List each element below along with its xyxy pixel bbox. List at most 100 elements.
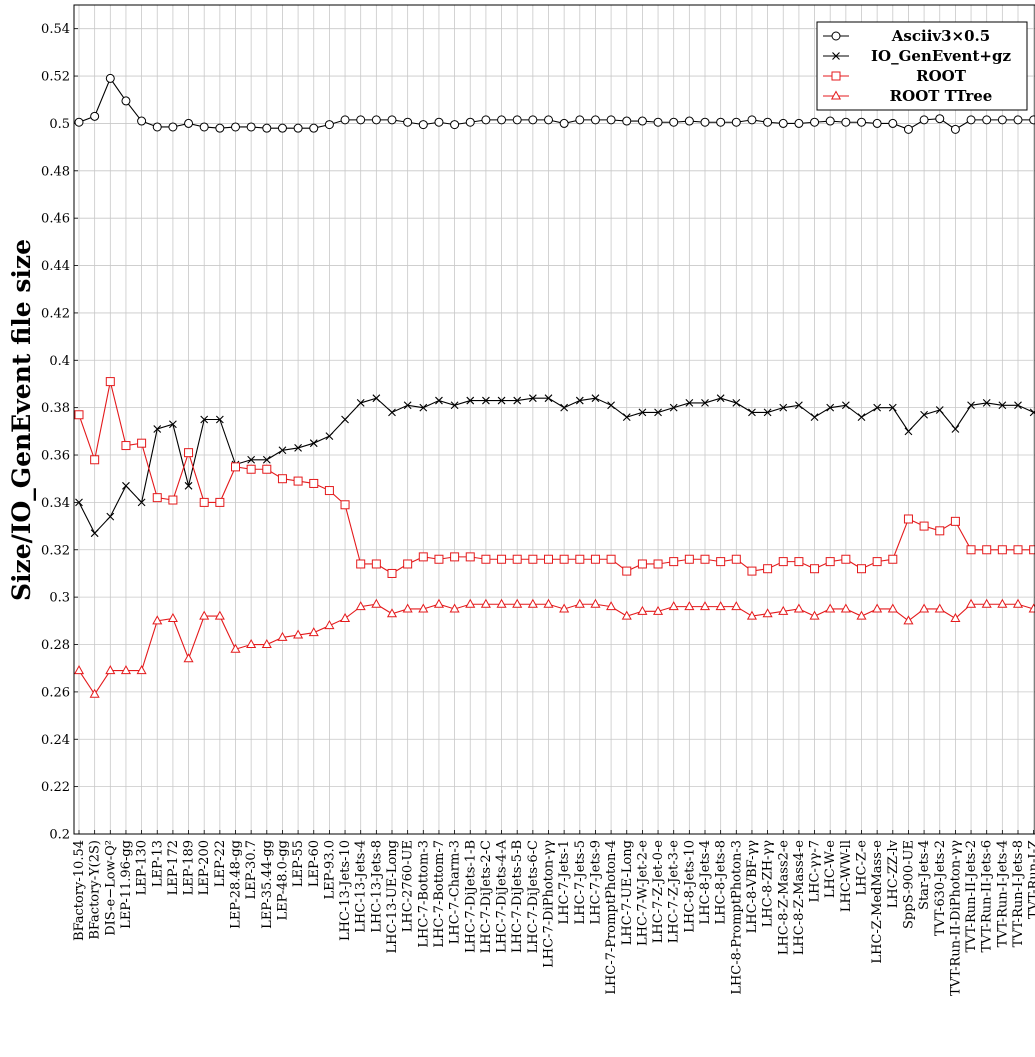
legend-label: IO_GenEvent+gz — [871, 47, 1011, 65]
data-point — [652, 605, 664, 615]
data-point — [308, 627, 319, 637]
x-tick-label: LHC-7-Z-Jet-0-e — [651, 840, 666, 944]
series-2 — [74, 377, 1035, 578]
data-point — [700, 554, 710, 564]
data-point — [465, 598, 476, 608]
x-tick-label: TVT-Run-II-Jets-6 — [980, 840, 995, 953]
data-point — [778, 605, 789, 615]
data-point — [669, 557, 679, 567]
series-0 — [74, 73, 1035, 134]
data-point — [372, 394, 381, 403]
y-axis-label: Size/IO_GenEvent file size — [7, 239, 36, 601]
data-point — [825, 603, 836, 613]
data-point — [965, 598, 977, 608]
data-point — [684, 116, 694, 126]
data-point — [324, 620, 335, 630]
data-point — [466, 396, 475, 405]
data-point — [388, 408, 396, 417]
data-point — [168, 122, 178, 132]
x-tick-label: LHC-8-VBF-γγ — [745, 840, 760, 934]
data-point — [512, 115, 522, 125]
data-point — [90, 455, 100, 465]
data-point — [387, 568, 397, 578]
data-point — [731, 117, 741, 127]
legend-label: ROOT — [916, 67, 967, 85]
data-point — [481, 115, 491, 125]
data-point — [950, 516, 960, 526]
legend-label: Asciiv3×0.5 — [891, 27, 990, 45]
y-tick-label: 0.52 — [41, 70, 70, 85]
data-point — [262, 123, 272, 133]
data-point — [435, 396, 443, 405]
data-point — [606, 554, 616, 564]
data-point — [559, 118, 569, 128]
series-layer — [73, 73, 1035, 698]
data-point — [450, 401, 459, 410]
y-tick-label: 0.54 — [41, 22, 70, 37]
data-point — [997, 115, 1007, 125]
x-tick-label: LHC-7-W-Jet-2-e — [635, 840, 650, 946]
data-point — [403, 401, 412, 410]
data-point — [668, 601, 679, 611]
data-point — [339, 612, 351, 622]
data-point — [888, 403, 897, 412]
data-point — [574, 598, 585, 608]
data-point — [450, 120, 460, 130]
data-point — [779, 403, 788, 412]
data-point — [575, 396, 584, 405]
data-point — [857, 117, 866, 127]
data-point — [105, 73, 115, 83]
data-point — [418, 120, 428, 130]
data-point — [1029, 115, 1035, 125]
data-point — [997, 598, 1008, 608]
data-point — [199, 122, 209, 132]
x-tick-label: TVT-Run-II-Jets-2 — [964, 840, 979, 953]
data-point — [872, 557, 882, 567]
y-tick-label: 0.4 — [49, 354, 70, 369]
data-point — [873, 403, 882, 412]
x-tick-label: LEP-93.0 — [322, 840, 337, 900]
data-point — [153, 425, 162, 433]
data-point — [481, 554, 491, 564]
data-point — [669, 403, 678, 412]
data-point — [340, 500, 350, 510]
data-point — [215, 123, 225, 133]
x-tick-label: LHC-2760-UE — [401, 840, 416, 932]
data-point — [716, 557, 726, 567]
y-tick-label: 0.38 — [41, 401, 70, 416]
data-point — [512, 554, 522, 564]
data-point — [465, 552, 475, 562]
data-point — [324, 486, 334, 496]
x-tick-label: LHC-7-Jets-1 — [557, 840, 572, 924]
data-point — [716, 117, 726, 127]
data-point — [638, 408, 647, 417]
data-point — [746, 610, 758, 620]
y-axis: 0.2 0.22 0.24 0.26 0.28 0.3 0.32 0.34 0.36 0.38 0.… — [41, 22, 78, 843]
x-tick-label: LEP-35.44-gg — [260, 840, 275, 929]
data-point — [122, 481, 130, 490]
legend-marker — [831, 71, 841, 81]
y-tick-label: 0.26 — [41, 685, 70, 700]
legend-marker — [832, 52, 840, 60]
legend-box — [816, 21, 1028, 111]
data-point — [966, 545, 976, 555]
data-point — [654, 408, 662, 417]
data-point — [857, 564, 866, 574]
data-point — [528, 394, 537, 403]
data-point — [810, 413, 819, 422]
data-point — [418, 552, 428, 562]
data-point — [731, 554, 741, 564]
data-point — [105, 377, 115, 387]
data-point — [418, 603, 429, 613]
x-tick-label: LHC-7-DiJets-4-A — [495, 839, 510, 952]
x-tick-label: Star-Jets-4 — [917, 840, 932, 910]
x-tick-label: LHC-Z-MedMass-e — [870, 840, 885, 964]
data-point — [701, 399, 709, 407]
x-tick-label: LEP-200 — [197, 840, 212, 895]
x-tick-label: TVT-Run-I-Z — [1027, 840, 1035, 919]
data-point — [184, 118, 194, 128]
data-point — [1029, 545, 1035, 555]
x-tick-label: LHC-8-Jets-10 — [682, 840, 697, 933]
data-point — [167, 612, 178, 622]
data-point — [590, 554, 600, 564]
